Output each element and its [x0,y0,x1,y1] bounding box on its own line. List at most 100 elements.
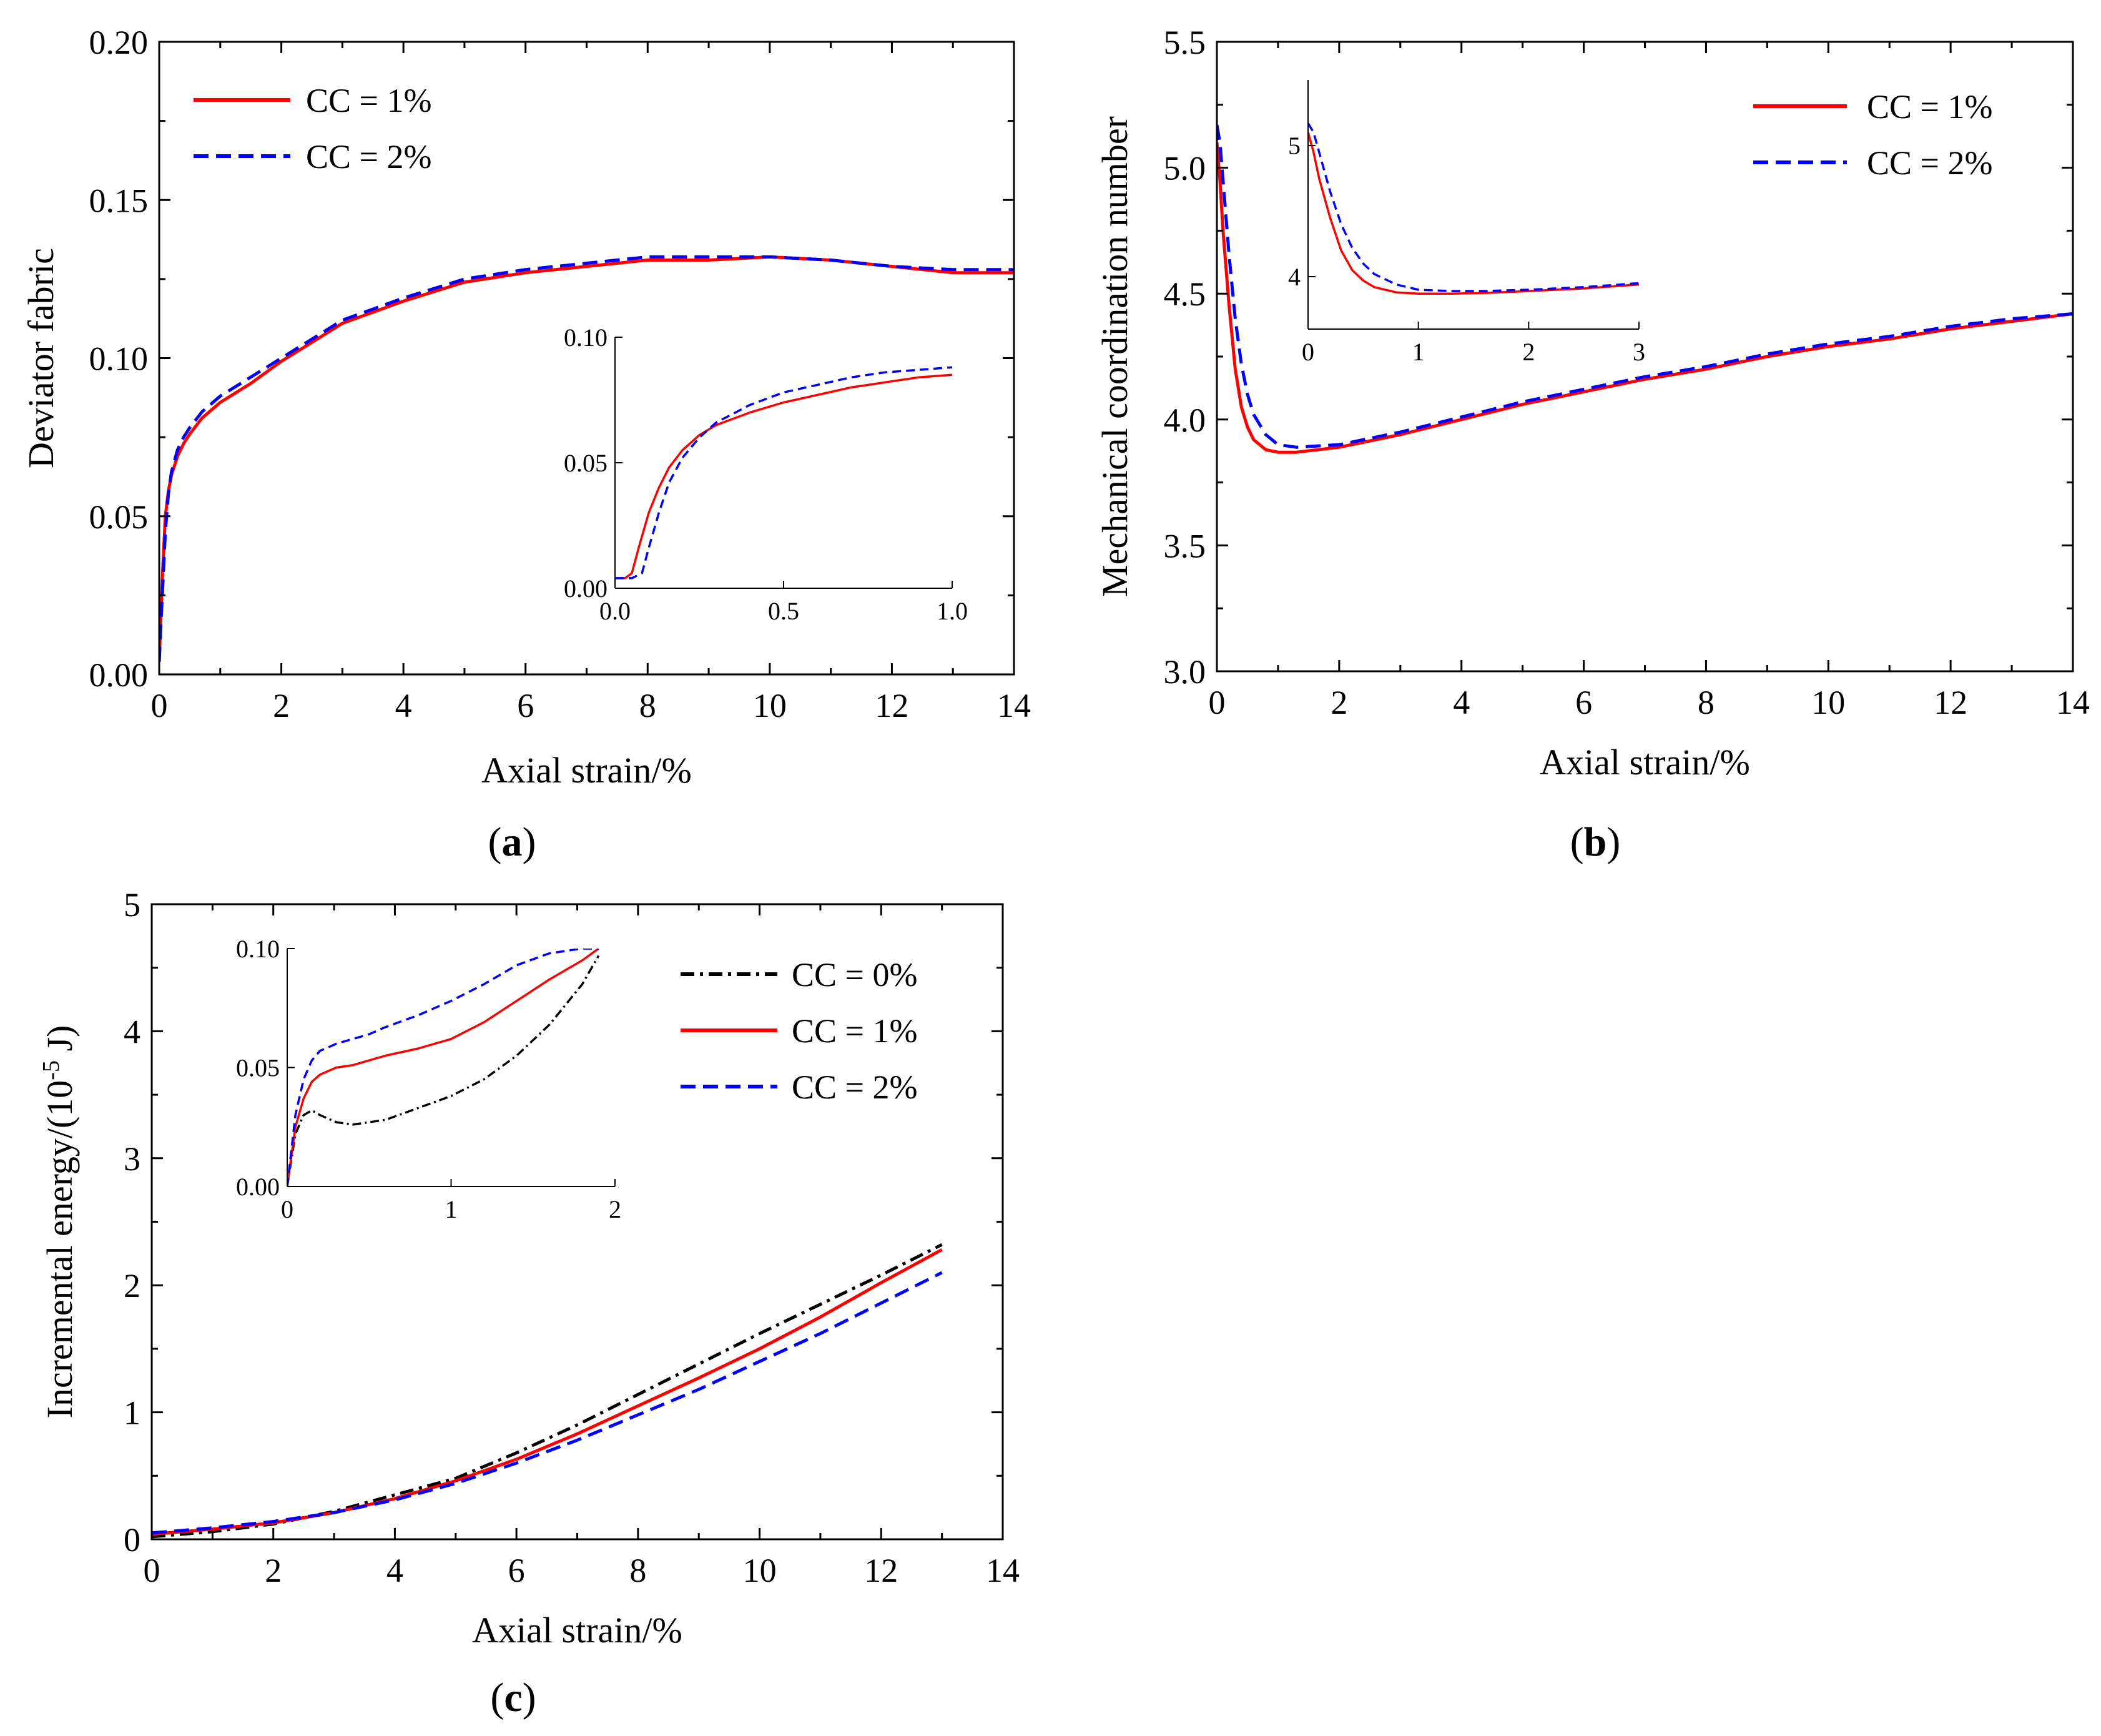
y-tick-label: 3.0 [1164,653,1206,691]
x-tick-label: 14 [2056,684,2090,721]
panel-paren: ( [490,1675,504,1720]
y-tick-label: 5.0 [1164,150,1206,187]
y-tick-label: 0.05 [89,498,149,536]
series-line [152,1248,943,1536]
x-tick-label: 2 [1331,684,1347,721]
x-tick-label: 0 [144,1552,160,1589]
panel-letter: c [504,1675,522,1720]
panel-paren: ( [488,819,502,865]
y-tick-label: 0 [124,1521,140,1559]
x-tick-label: 6 [1575,684,1592,721]
legend-c: CC = 0% CC = 1% CC = 2% [681,956,917,1106]
panel-paren: ) [523,819,536,865]
y-tick-label: 0.00 [236,1173,280,1201]
series-line [287,949,599,1186]
y-axis-title-sup: -5 [38,1060,64,1080]
legend-label: CC = 2% [306,138,431,175]
panel-label: (b) [1570,819,1621,865]
y-tick-label: 4 [124,1013,140,1050]
x-tick-label: 12 [864,1552,898,1589]
x-tick-label: 8 [1698,684,1715,721]
x-tick-label: 2 [273,687,290,724]
x-tick-label: 10 [1811,684,1845,721]
series-group [1308,122,1639,295]
series-group [287,949,600,1186]
legend-item: CC = 2% [1753,144,1992,182]
legend-label: CC = 2% [1867,144,1992,182]
x-tick-label: 2 [1522,338,1535,366]
y-tick-label: 0.00 [89,656,149,694]
legend-item: CC = 2% [194,138,431,175]
legend-item: CC = 1% [1753,88,1992,126]
series-group [152,1243,943,1539]
panel-a: 0 2 4 6 8 10 12 14 0.00 0.05 0.10 0.15 0.20 0.0 0.5 1.0… [21,24,1031,865]
x-tick-label: 1 [445,1195,458,1223]
y-tick-label: 0.10 [89,340,149,378]
panel-letter: b [1584,819,1607,865]
x-tick-label: 0.5 [768,597,799,625]
series-line [1308,122,1639,292]
y-tick-label: 5 [1288,132,1301,160]
x-tick-label: 3 [1633,338,1645,366]
inset: 0 1 2 0.00 0.05 0.10 [236,935,621,1223]
y-tick-label: 3 [124,1140,140,1178]
x-tick-label: 10 [743,1552,777,1589]
legend-item: CC = 2% [681,1068,917,1106]
panel-paren: ( [1570,819,1584,865]
series-line [287,949,599,1186]
y-tick-label: 0.10 [564,323,608,352]
y-tick-label: 1 [124,1394,140,1432]
series-group [1217,124,2073,454]
series-line [1217,124,2073,449]
series-line [152,1243,943,1539]
x-tick-label: 8 [629,1552,646,1589]
series-line [1217,142,2073,454]
x-tick-label: 2 [265,1552,282,1589]
legend-item: CC = 1% [194,82,431,119]
panel-label: (a) [488,819,536,865]
series-group [615,366,952,579]
x-tick-label: 6 [508,1552,525,1589]
legend-label: CC = 1% [792,1012,917,1050]
x-tick-label: 1.0 [937,597,968,625]
inset: 0 1 2 3 4 5 [1288,80,1645,366]
series-line [159,255,1014,662]
y-tick-label: 4.0 [1164,402,1206,439]
y-axis-title: Mechanical coordination number [1095,116,1135,597]
main-axes: 0 2 4 6 8 10 12 14 0.00 0.05 0.10 0.15 0.20 [89,24,1031,724]
x-tick-label: 8 [639,687,656,724]
panel-label: (c) [490,1675,536,1720]
series-line [287,955,600,1186]
x-tick-label: 12 [1934,684,1967,721]
main-axes: 0 2 4 6 8 10 12 143.03.54.04.55.05.5 [1164,24,2090,721]
y-axis-title-part: J) [39,1025,80,1060]
x-tick-label: 2 [609,1195,621,1223]
series-line [1308,132,1639,295]
x-axis-title: Axial strain/% [1540,742,1750,782]
series-line [152,1271,943,1535]
legend-label: CC = 0% [792,956,917,994]
x-tick-label: 4 [1453,684,1470,721]
y-tick-label: 3.5 [1164,527,1206,565]
y-axis-title: Deviator fabric [21,248,61,468]
y-tick-label: 0.00 [564,575,608,603]
x-tick-label: 0 [1302,338,1314,366]
panel-letter: a [502,819,523,865]
y-tick-label: 0.05 [236,1054,280,1082]
x-tick-label: 0 [151,687,168,724]
y-tick-label: 4 [1288,263,1301,291]
x-tick-label: 0.0 [599,597,631,625]
x-tick-label: 10 [753,687,787,724]
x-tick-label: 14 [997,687,1031,724]
inset: 0.0 0.5 1.0 0.00 0.05 0.10 [564,323,968,625]
y-tick-label: 2 [124,1267,140,1304]
x-tick-label: 0 [1209,684,1226,721]
x-tick-label: 4 [386,1552,403,1589]
y-axis-title: Incremental energy/(10-5 J) [38,1025,80,1419]
x-tick-label: 14 [986,1552,1020,1589]
x-tick-label: 1 [1412,338,1425,366]
